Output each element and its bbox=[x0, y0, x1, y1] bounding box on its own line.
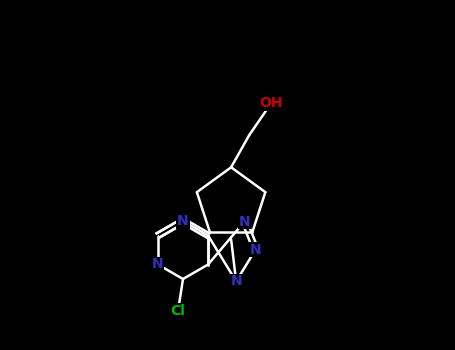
Text: N: N bbox=[239, 215, 250, 229]
Text: N: N bbox=[250, 243, 262, 257]
Text: Cl: Cl bbox=[171, 304, 186, 318]
Text: N: N bbox=[152, 258, 164, 272]
Text: N: N bbox=[177, 214, 189, 228]
Text: N: N bbox=[230, 274, 242, 288]
Text: OH: OH bbox=[259, 96, 283, 110]
